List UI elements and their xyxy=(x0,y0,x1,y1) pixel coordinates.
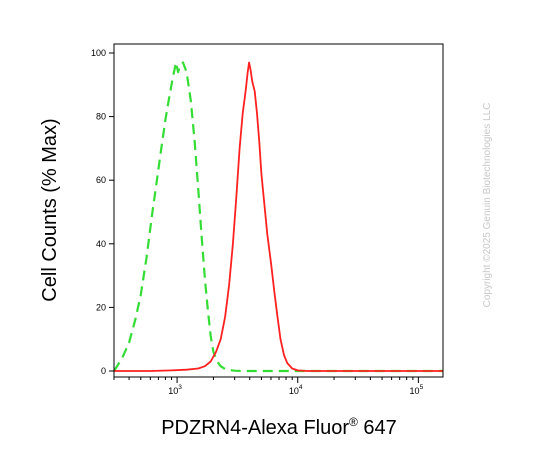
sample-series-line xyxy=(114,61,443,372)
copyright-watermark: Copyright ©2025 Genuin Biotechnologies L… xyxy=(482,103,493,308)
x-axis-title-main: PDZRN4-Alexa Fluor xyxy=(161,417,349,439)
x-axis-ticks: 103 104 105 xyxy=(113,377,424,396)
y-tick-label: 20 xyxy=(96,302,106,312)
y-tick-label: 100 xyxy=(91,48,106,58)
isotype-control-series-line xyxy=(113,61,443,373)
y-tick-label: 80 xyxy=(96,112,106,122)
x-axis-title-suffix: 647 xyxy=(358,417,397,439)
y-axis-title: Cell Counts (% Max) xyxy=(39,118,61,301)
x-tick-label: 105 xyxy=(410,384,424,396)
y-tick-label: 0 xyxy=(101,366,106,376)
x-tick-label: 104 xyxy=(289,384,303,396)
y-tick-label: 60 xyxy=(96,175,106,185)
y-tick-label: 40 xyxy=(96,239,106,249)
y-axis-ticks: 0 20 40 60 80 100 xyxy=(91,48,114,376)
plot-frame xyxy=(113,43,444,378)
x-axis-title-registered-mark: ® xyxy=(349,415,358,429)
series-layer xyxy=(113,61,443,373)
x-tick-label: 103 xyxy=(168,384,182,396)
x-axis-title: PDZRN4-Alexa Fluor® 647 xyxy=(161,415,397,439)
